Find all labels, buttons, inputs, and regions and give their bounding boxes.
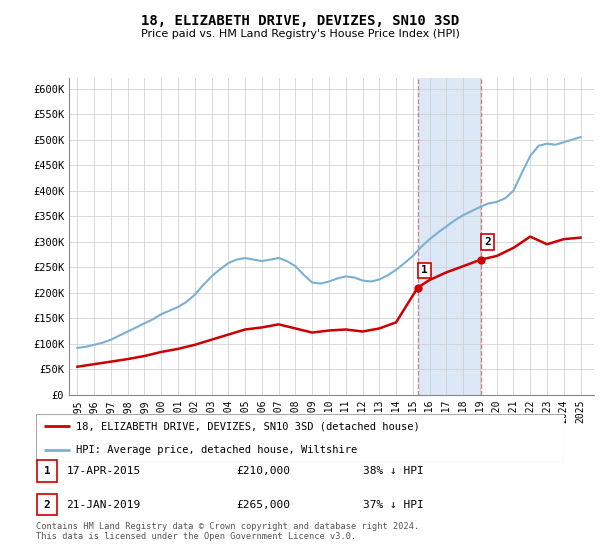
Text: 1: 1 xyxy=(44,466,50,476)
Text: Price paid vs. HM Land Registry's House Price Index (HPI): Price paid vs. HM Land Registry's House … xyxy=(140,29,460,39)
Text: 2: 2 xyxy=(484,237,491,248)
Text: 2: 2 xyxy=(44,500,50,510)
Bar xyxy=(37,494,57,515)
Text: £265,000: £265,000 xyxy=(236,500,290,510)
Text: 18, ELIZABETH DRIVE, DEVIZES, SN10 3SD: 18, ELIZABETH DRIVE, DEVIZES, SN10 3SD xyxy=(141,14,459,28)
Text: 21-JAN-2019: 21-JAN-2019 xyxy=(67,500,141,510)
Text: 38% ↓ HPI: 38% ↓ HPI xyxy=(364,466,424,476)
Text: 1: 1 xyxy=(421,265,428,276)
Text: Contains HM Land Registry data © Crown copyright and database right 2024.
This d: Contains HM Land Registry data © Crown c… xyxy=(36,522,419,542)
Text: 18, ELIZABETH DRIVE, DEVIZES, SN10 3SD (detached house): 18, ELIZABETH DRIVE, DEVIZES, SN10 3SD (… xyxy=(76,421,419,431)
Text: 17-APR-2015: 17-APR-2015 xyxy=(67,466,141,476)
Text: £210,000: £210,000 xyxy=(236,466,290,476)
Text: HPI: Average price, detached house, Wiltshire: HPI: Average price, detached house, Wilt… xyxy=(76,445,357,455)
Bar xyxy=(37,460,57,482)
Text: 37% ↓ HPI: 37% ↓ HPI xyxy=(364,500,424,510)
Bar xyxy=(418,78,481,395)
